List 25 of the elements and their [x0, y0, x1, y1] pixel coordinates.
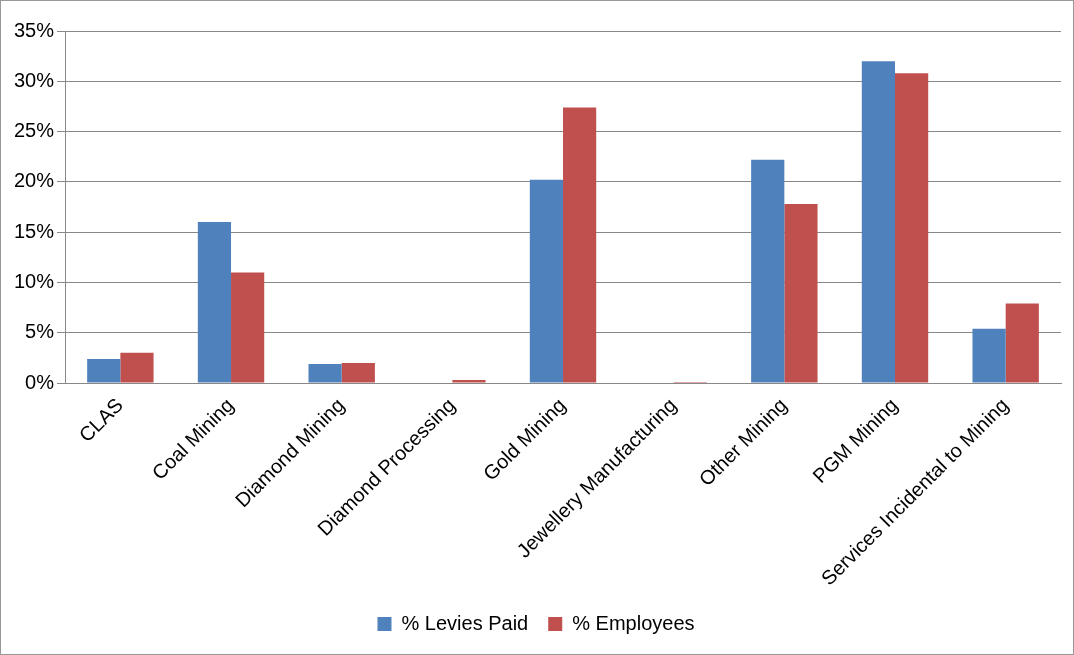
y-tick-label: 5%: [25, 320, 55, 343]
bar: [563, 107, 597, 383]
bar: [341, 362, 375, 383]
bar: [231, 272, 265, 383]
y-tick-label: 30%: [14, 68, 55, 91]
bar: [972, 328, 1006, 383]
y-tick-label: 25%: [14, 119, 55, 142]
bar: [529, 179, 564, 383]
bar: [87, 358, 121, 383]
legend-label: % Levies Paid: [401, 611, 529, 634]
bar: [308, 363, 342, 383]
y-tick-label: 0%: [25, 370, 55, 393]
bar: [120, 352, 154, 383]
bar: [197, 222, 232, 383]
y-tick-label: 10%: [14, 269, 55, 292]
y-tick-label: 15%: [14, 219, 55, 242]
bar: [784, 203, 818, 383]
bar: [751, 159, 785, 383]
y-tick-label: 35%: [14, 18, 55, 41]
bar: [452, 380, 486, 383]
y-tick-label: 20%: [14, 169, 55, 192]
bar: [1005, 303, 1039, 383]
bar: [861, 61, 896, 383]
legend-label: % Employees: [572, 611, 695, 634]
bar: [895, 73, 929, 383]
